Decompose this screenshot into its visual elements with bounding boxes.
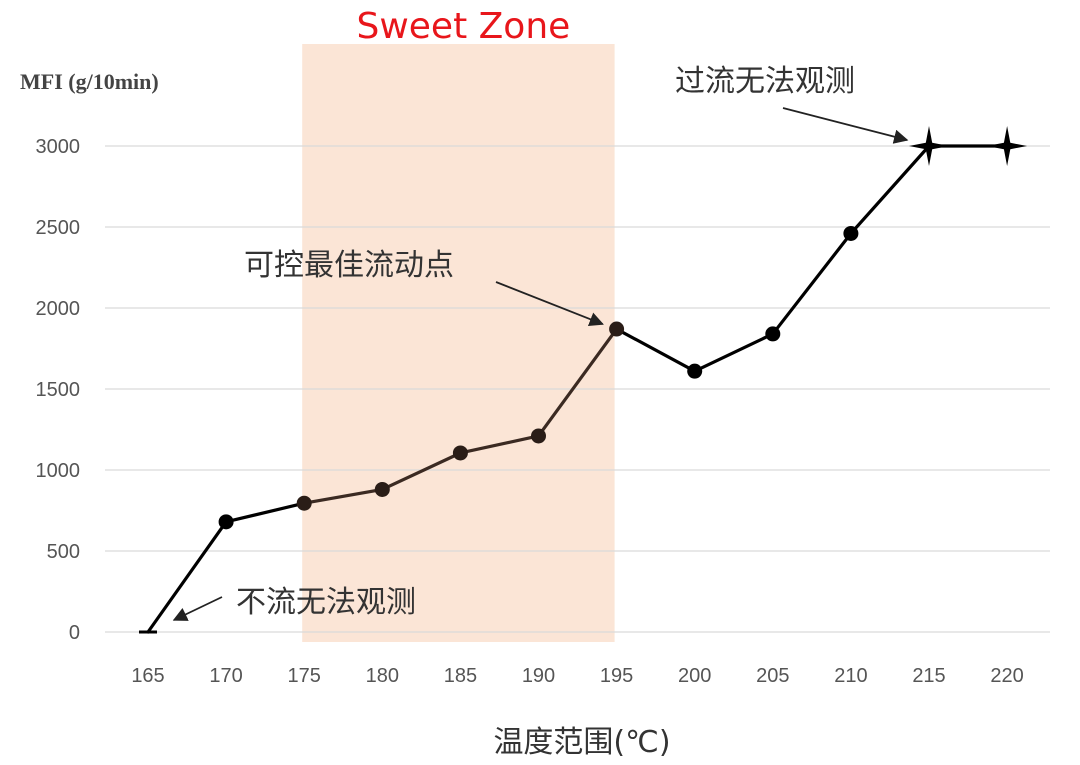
line-segment bbox=[693, 332, 775, 373]
line-segment bbox=[849, 144, 931, 236]
data-point bbox=[296, 495, 312, 511]
y-tick-label: 2500 bbox=[36, 217, 81, 239]
line-segment bbox=[302, 487, 384, 505]
y-tick-label: 0 bbox=[69, 622, 80, 644]
line-segment bbox=[380, 451, 462, 492]
x-tick-label: 205 bbox=[756, 665, 789, 687]
x-tick-label: 210 bbox=[834, 665, 867, 687]
data-point-star bbox=[909, 126, 949, 166]
data-point bbox=[218, 514, 234, 530]
y-tick-label: 2000 bbox=[36, 298, 81, 320]
y-tick-label: 1000 bbox=[36, 460, 81, 482]
line-segment bbox=[536, 327, 619, 438]
data-point bbox=[609, 321, 625, 337]
x-tick-label: 180 bbox=[366, 665, 399, 687]
line-segment bbox=[224, 501, 306, 524]
y-tick-label: 1500 bbox=[36, 379, 81, 401]
line-segment bbox=[146, 520, 228, 634]
x-tick-label: 185 bbox=[444, 665, 477, 687]
annotation-no-flow: 不流无法观测 bbox=[236, 585, 416, 620]
annotation-optimal-flow-point: 可控最佳流动点 bbox=[244, 248, 454, 283]
sweet-zone-label: Sweet Zone bbox=[356, 6, 570, 47]
x-tick-label: 220 bbox=[990, 665, 1023, 687]
annotation-arrow bbox=[782, 107, 909, 144]
data-point bbox=[452, 445, 468, 461]
x-tick-label: 195 bbox=[600, 665, 633, 687]
annotation-arrow bbox=[172, 596, 223, 621]
data-point bbox=[687, 363, 703, 379]
y-tick-label: 500 bbox=[47, 541, 80, 563]
data-point bbox=[531, 428, 546, 444]
data-point bbox=[843, 225, 859, 241]
annotation-overflow: 过流无法观测 bbox=[675, 64, 855, 99]
line-segment bbox=[614, 327, 697, 373]
x-tick-label: 175 bbox=[288, 665, 321, 687]
line-segment bbox=[771, 231, 853, 336]
annotation-arrow bbox=[495, 281, 604, 327]
line-segment bbox=[458, 434, 541, 455]
x-tick-label: 190 bbox=[522, 665, 555, 687]
x-tick-label: 165 bbox=[131, 665, 164, 687]
x-tick-label: 170 bbox=[209, 665, 242, 687]
x-tick-label: 200 bbox=[678, 665, 711, 687]
series-line bbox=[146, 144, 1009, 634]
gridlines bbox=[105, 145, 1050, 633]
data-point bbox=[374, 481, 390, 497]
y-tick-label: 3000 bbox=[36, 136, 81, 158]
y-axis-ticks: 0 500 1000 1500 2000 2500 3000 bbox=[36, 136, 81, 644]
x-axis-label: 温度范围(℃) bbox=[493, 725, 670, 760]
data-point-star bbox=[987, 126, 1028, 166]
series-markers bbox=[139, 126, 1028, 634]
x-axis-ticks: 165 170 175 180 185 190 195 200 205 210 215 220 bbox=[131, 665, 1023, 687]
data-point bbox=[765, 326, 781, 342]
annotation-arrows bbox=[172, 107, 909, 621]
x-tick-label: 215 bbox=[912, 665, 945, 687]
sweet-zone-band bbox=[302, 44, 615, 642]
y-axis-label: MFI (g/10min) bbox=[20, 69, 159, 94]
